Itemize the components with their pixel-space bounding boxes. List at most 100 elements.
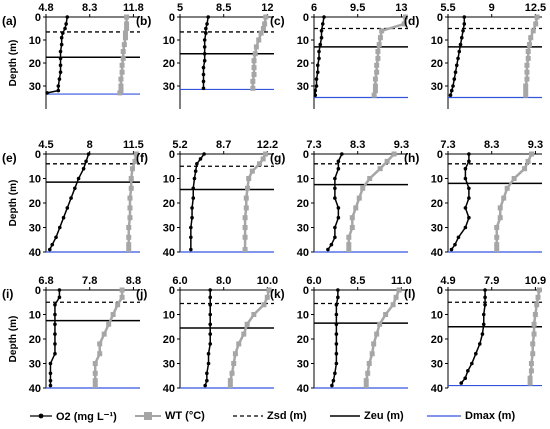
o2-point-h	[467, 215, 471, 220]
y-tick-label-h: 20	[431, 198, 443, 210]
wt-point-l	[530, 351, 536, 357]
o2-point-j	[206, 351, 211, 356]
o2-point-d	[456, 56, 460, 61]
y-tick-label-l: 10	[431, 310, 443, 322]
panel-label-f: (f)	[136, 151, 148, 165]
legend-o2-label: O2 (mg L⁻¹)	[56, 410, 117, 423]
o2-point-k	[330, 383, 334, 388]
wt-point-a	[119, 69, 125, 75]
wt-point-e	[126, 234, 132, 240]
wt-point-a	[124, 14, 130, 20]
o2-point-d	[449, 88, 454, 93]
o2-point-f	[192, 176, 197, 181]
o2-point-g	[336, 215, 341, 220]
o2-point-a	[59, 35, 64, 40]
y-tick-label-l: 30	[431, 359, 443, 371]
wt-point-l	[535, 294, 541, 300]
o2-point-a	[56, 84, 61, 88]
wt-point-f	[244, 185, 250, 191]
y-tick-label-c: 30	[297, 81, 309, 93]
o2-point-j	[208, 288, 213, 292]
x-tick-label-b: 12	[261, 2, 273, 14]
y-tick-label-j: 10	[163, 310, 175, 322]
wt-point-c	[375, 49, 381, 54]
o2-point-k	[334, 342, 339, 346]
y-tick-label-a: 10	[29, 35, 41, 47]
o2-point-f	[191, 196, 196, 200]
x-tick-label-c: 6	[311, 2, 317, 14]
o2-point-l	[481, 312, 486, 317]
wt-point-j	[261, 302, 267, 308]
wt-point-i	[119, 287, 125, 293]
wt-point-a	[122, 30, 128, 36]
wt-point-j	[264, 294, 270, 300]
o2-point-c	[313, 88, 318, 93]
x-tick-label-i: 7.8	[82, 275, 97, 287]
wt-point-g	[346, 234, 352, 240]
wt-point-b	[251, 65, 257, 71]
o2-point-k	[336, 295, 340, 300]
o2-point-g	[333, 186, 337, 191]
wt-point-j	[227, 378, 233, 384]
o2-point-e	[81, 166, 86, 171]
o2-point-f	[190, 206, 194, 210]
o2-point-b	[202, 58, 207, 63]
o2-point-g	[340, 152, 344, 156]
wt-point-l	[531, 331, 537, 337]
y-tick-label-e: 0	[35, 149, 41, 161]
wt-point-b	[253, 44, 259, 50]
wt-point-a	[124, 21, 130, 27]
o2-point-b	[204, 26, 208, 31]
o2-point-l	[480, 332, 485, 336]
o2-point-d	[452, 77, 457, 81]
o2-point-g	[329, 242, 334, 247]
y-tick-label-l: 20	[431, 334, 443, 346]
wt-point-h	[501, 195, 507, 201]
legend-dmax-label: Dmax (m)	[465, 410, 516, 422]
o2-point-f	[189, 247, 193, 252]
o2-point-a	[60, 31, 65, 35]
wt-point-k	[363, 383, 369, 389]
o2-point-d	[459, 35, 464, 40]
wt-point-k	[371, 341, 377, 347]
y-tick-label-i: 0	[35, 285, 41, 297]
wt-point-i	[92, 361, 98, 366]
y-tick-label-c: 0	[303, 12, 309, 24]
wt-point-c	[374, 62, 380, 68]
o2-point-k	[334, 302, 339, 307]
wt-point-g	[360, 185, 366, 191]
x-tick-label-g: 7.3	[306, 139, 321, 151]
wt-point-c	[377, 35, 383, 41]
o2-point-e	[84, 159, 88, 164]
wt-point-k	[383, 312, 389, 317]
o2-point-h	[463, 225, 468, 230]
y-tick-label-g: 0	[303, 149, 309, 161]
wt-point-k	[369, 351, 375, 357]
o2-point-e	[65, 206, 70, 210]
legend-dmax: Dmax (m)	[427, 406, 515, 426]
o2-point-f	[191, 186, 196, 191]
y-tick-label-e: 40	[29, 247, 41, 259]
y-tick-label-k: 30	[297, 359, 309, 371]
legend: O2 (mg L⁻¹) WT (°C) Zsd (m) Zeu (m) Dmax…	[30, 406, 545, 426]
o2-point-b	[204, 31, 208, 35]
o2-line-l	[460, 290, 486, 384]
wt-point-d	[525, 55, 531, 61]
y-tick-label-b: 20	[163, 58, 175, 70]
wt-point-i	[92, 383, 98, 389]
o2-point-g	[326, 247, 330, 252]
o2-point-d	[462, 22, 467, 26]
y-tick-label-b: 10	[163, 35, 175, 47]
panel-label-e: (e)	[2, 151, 17, 165]
o2-point-c	[314, 84, 319, 88]
y-tick-label-i: 40	[29, 383, 41, 395]
o2-point-g	[336, 166, 341, 171]
wt-point-c	[372, 83, 378, 89]
y-tick-label-b: 0	[169, 12, 175, 24]
o2-point-h	[453, 242, 457, 247]
wt-point-h	[522, 166, 528, 172]
o2-point-i	[48, 361, 53, 366]
wt-point-a	[121, 42, 127, 48]
o2-point-d	[451, 84, 455, 88]
x-tick-label-j: 10.0	[257, 275, 278, 287]
